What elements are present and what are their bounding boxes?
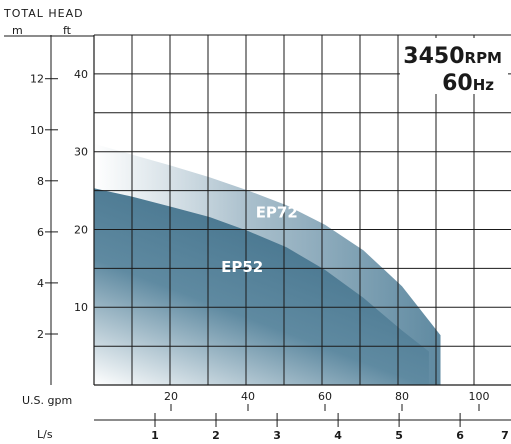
series-label-ep52: EP52 (221, 258, 263, 276)
m-axis-ticks: 2 4 6 8 10 12 (30, 73, 58, 341)
speed-box-bg (400, 38, 508, 94)
m-tick-label: 6 (37, 226, 44, 239)
ls-tick-label: 4 (334, 429, 342, 442)
y-left-unit: m (12, 24, 23, 37)
ls-tick-label: 2 (212, 429, 220, 442)
ls-tick-label: 1 (151, 429, 159, 442)
m-tick-label: 2 (37, 328, 44, 341)
gpm-tick-label: 80 (395, 390, 409, 403)
ft-tick-label: 40 (74, 68, 88, 81)
speed-label: 3450RPM (403, 44, 502, 69)
ls-axis-ticks: 1 2 3 4 5 6 7 (151, 413, 509, 442)
series-labels: EP72 EP52 (221, 204, 298, 277)
frequency-unit: Hz (473, 76, 495, 94)
frequency-label: 60Hz (442, 71, 494, 96)
frequency-value: 60 (442, 71, 473, 96)
ft-tick-label: 10 (74, 301, 88, 314)
x-top-unit: U.S. gpm (22, 394, 72, 407)
gpm-tick-label: 20 (164, 390, 178, 403)
m-tick-label: 8 (37, 175, 44, 188)
x-bottom-unit: L/s (37, 428, 53, 441)
ls-tick-label: 6 (456, 429, 464, 442)
m-tick-label: 12 (30, 73, 44, 86)
speed-value: 3450 (403, 44, 464, 69)
grid-lines (93, 34, 511, 386)
gpm-tick-label: 100 (469, 390, 490, 403)
series-area-ep52 (94, 188, 429, 385)
ls-tick-label: 7 (501, 429, 509, 442)
m-tick-label: 4 (37, 277, 44, 290)
gpm-axis-ticks: 20 40 60 80 100 (164, 390, 490, 411)
m-tick-label: 10 (30, 124, 44, 137)
y-axis-title: TOTAL HEAD (3, 7, 84, 20)
series-label-ep72: EP72 (256, 204, 298, 222)
series-areas (94, 143, 441, 385)
y-right-unit: ft (63, 24, 72, 37)
ls-tick-label: 3 (273, 429, 281, 442)
gpm-tick-label: 40 (241, 390, 255, 403)
ft-tick-label: 20 (74, 223, 88, 236)
ft-tick-label: 30 (74, 146, 88, 159)
gpm-tick-label: 60 (318, 390, 332, 403)
ft-axis-ticks: 10 20 30 40 (74, 68, 88, 314)
speed-unit: RPM (465, 49, 502, 67)
ls-tick-label: 5 (395, 429, 403, 442)
